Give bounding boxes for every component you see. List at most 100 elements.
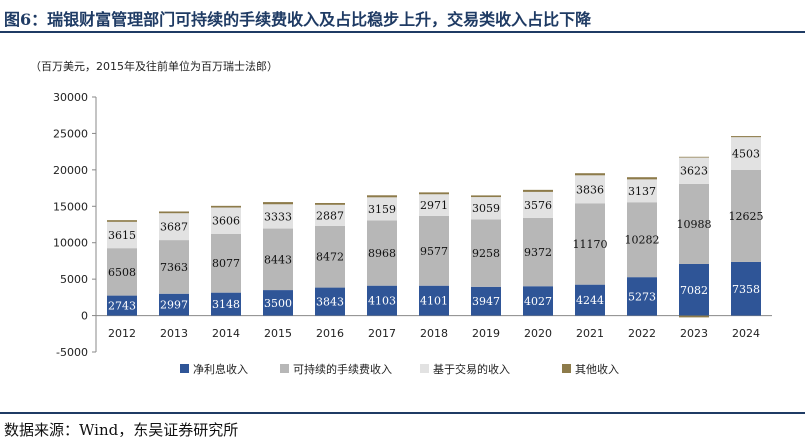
data-label: 9372: [524, 246, 552, 259]
bar-segment-0: [731, 261, 761, 316]
bar-segment-1: [107, 248, 137, 296]
legend-swatch: [562, 364, 571, 373]
bar-segment-0: [523, 286, 553, 316]
data-label: 3576: [524, 199, 552, 212]
bar-segment-1: [419, 215, 449, 286]
bar-segment-3: [159, 211, 189, 214]
bar-segment-2: [263, 204, 293, 229]
bar-segment-1: [627, 202, 657, 278]
data-label: 2997: [160, 299, 188, 312]
bar-segment-2: [315, 204, 345, 226]
x-tick-label: 2013: [160, 327, 188, 340]
data-label: 3148: [212, 298, 240, 311]
bar-segment-0: [159, 293, 189, 316]
bar-segment-1: [731, 169, 761, 262]
bar-segment-3: [263, 202, 293, 205]
bar-segment-0: [263, 290, 293, 316]
bar-segment-3: [575, 173, 605, 176]
y-tick-label: 20000: [53, 164, 88, 177]
legend-label: 净利息收入: [193, 362, 248, 376]
data-label: 3606: [212, 215, 240, 228]
bar-segment-3: [731, 136, 761, 138]
data-label: 12625: [729, 210, 764, 223]
legend-label: 可持续的手续费收入: [293, 362, 392, 376]
title-rule: [0, 31, 805, 33]
data-label: 8443: [264, 253, 292, 266]
x-tick-label: 2012: [108, 327, 136, 340]
legend-swatch: [420, 364, 429, 373]
x-tick-label: 2023: [680, 327, 708, 340]
bar-segment-1: [159, 240, 189, 294]
data-label: 4103: [368, 295, 396, 308]
bar-segment-0: [679, 263, 709, 316]
data-label: 8472: [316, 251, 344, 264]
bar-segment-2: [523, 191, 553, 218]
bar-segment-negative: [679, 315, 709, 318]
unit-note: （百万美元，2015年及往前单位为百万瑞士法郎）: [30, 60, 278, 73]
data-label: 4244: [576, 294, 604, 307]
bar-segment-1: [575, 203, 605, 285]
x-tick-label: 2015: [264, 327, 292, 340]
data-label: 3947: [472, 295, 500, 308]
data-label: 2743: [108, 300, 136, 313]
bar-segment-3: [627, 177, 657, 180]
bar-segment-3: [471, 195, 501, 198]
y-tick-label: 15000: [53, 200, 88, 213]
data-label: 9258: [472, 247, 500, 260]
data-label: 7082: [680, 284, 708, 297]
bar-segment-3: [211, 205, 241, 208]
bar-segment-2: [419, 194, 449, 216]
bar-segment-2: [471, 197, 501, 220]
data-label: 7358: [732, 283, 760, 296]
bar-segment-2: [367, 197, 397, 221]
y-tick-label: -5000: [56, 346, 88, 359]
data-label: 2887: [316, 209, 344, 222]
bar-segment-0: [315, 287, 345, 316]
legend-label: 基于交易的收入: [433, 362, 510, 376]
data-label: 6508: [108, 266, 136, 279]
x-tick-label: 2020: [524, 327, 552, 340]
data-label: 11170: [573, 238, 608, 251]
bar-segment-0: [367, 285, 397, 316]
x-tick-label: 2016: [316, 327, 344, 340]
data-label: 2971: [420, 199, 448, 212]
data-label: 3333: [264, 210, 292, 223]
bar-segment-1: [471, 219, 501, 287]
bar-segment-2: [731, 137, 761, 170]
x-tick-label: 2017: [368, 327, 396, 340]
bar-segment-3: [679, 156, 709, 158]
bar-segment-0: [211, 292, 241, 316]
data-label: 3500: [264, 297, 292, 310]
bar-segment-0: [107, 295, 137, 316]
bar-segment-2: [159, 213, 189, 241]
data-label: 4027: [524, 295, 552, 308]
data-label: 7363: [160, 261, 188, 274]
bar-segment-3: [523, 189, 553, 192]
bottom-rule: [0, 412, 805, 414]
data-label: 9577: [420, 245, 448, 258]
bar-segment-3: [315, 202, 345, 205]
bar-segment-3: [367, 195, 397, 198]
x-tick-label: 2022: [628, 327, 656, 340]
bar-segment-0: [575, 284, 605, 316]
data-label: 3059: [472, 202, 500, 215]
y-tick-label: 25000: [53, 127, 88, 140]
data-label: 3687: [160, 221, 188, 234]
data-label: 4101: [420, 295, 448, 308]
data-label: 3615: [108, 229, 136, 242]
x-tick-label: 2019: [472, 327, 500, 340]
bar-segment-1: [367, 220, 397, 286]
data-label: 5273: [628, 290, 656, 303]
x-tick-label: 2021: [576, 327, 604, 340]
y-tick-label: 5000: [60, 273, 88, 286]
bar-segment-1: [315, 225, 345, 288]
bar-segment-1: [263, 228, 293, 291]
data-label: 3623: [680, 165, 708, 178]
bar-segment-0: [419, 285, 449, 316]
bar-segment-3: [419, 192, 449, 195]
bar-segment-2: [679, 157, 709, 184]
legend-swatch: [280, 364, 289, 373]
data-label: 10282: [625, 234, 660, 247]
bar-segment-2: [627, 179, 657, 203]
